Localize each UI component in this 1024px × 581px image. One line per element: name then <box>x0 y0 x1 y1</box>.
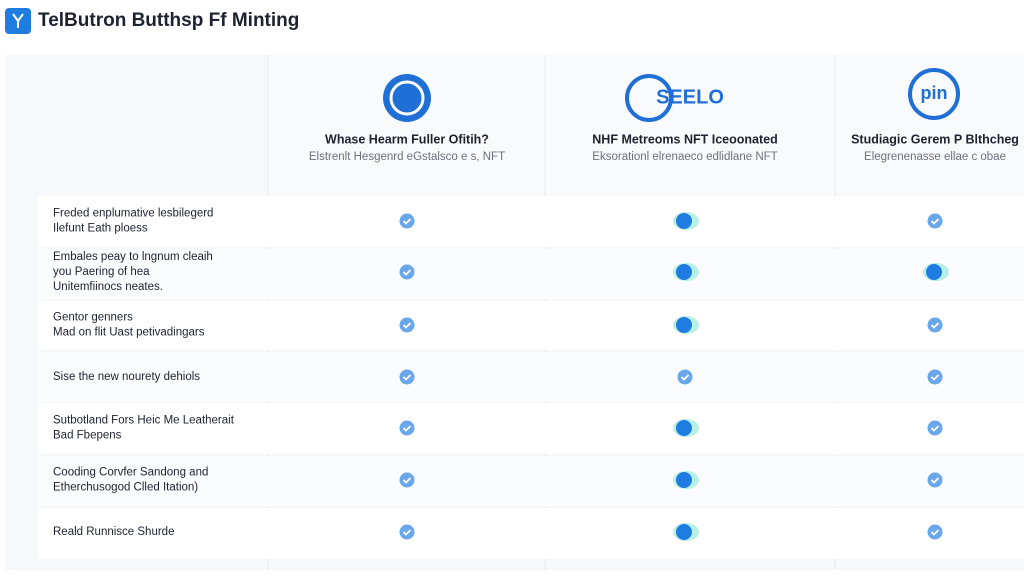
table-row <box>38 196 1024 247</box>
column-header <box>836 55 1024 195</box>
row-label: Sutbotland Fors Heic Me Leatherait <box>53 415 235 427</box>
table-row <box>38 508 1024 559</box>
check-glyph <box>680 374 690 381</box>
row-label: you Paering of hea <box>53 266 150 278</box>
check-glyph <box>930 529 940 536</box>
column-logo <box>625 74 673 122</box>
check-icon <box>927 213 943 229</box>
table-row <box>38 301 1024 350</box>
column-subtitle: Elegrenenasse ellae c obae <box>864 151 1006 163</box>
status-blob <box>676 317 692 333</box>
check-glyph <box>930 477 940 484</box>
row-label: Etherchusogod Clled Itation) <box>53 482 198 494</box>
column-logo-ring <box>389 80 425 116</box>
row-label: Embales peay to lngnum cleaih <box>53 251 213 263</box>
table-row <box>38 456 1024 506</box>
column-header <box>546 55 835 195</box>
row-label: Bad Fbepens <box>53 430 122 442</box>
check-icon <box>399 213 415 229</box>
column-subtitle: Elstrenlt Hesgenrd eGstalsco e s, NFT <box>309 151 505 163</box>
check-glyph <box>402 322 412 329</box>
table-row <box>38 352 1024 401</box>
column-logo-text: pin <box>921 83 948 103</box>
status-blob <box>676 472 692 488</box>
check-glyph <box>930 374 940 381</box>
check-glyph <box>402 218 412 225</box>
column-subtitle: Eksorationl elrenaeco edlidlane NFT <box>592 151 777 163</box>
row-label: Unitemfiinocs neates. <box>53 281 163 293</box>
check-glyph <box>402 529 412 536</box>
status-blob <box>926 264 942 280</box>
row-label: Sise the new nourety dehiols <box>53 371 200 383</box>
column-logo-text: SEELO <box>656 86 724 108</box>
row-label: Freded enplumative lesbilegerd <box>53 208 213 220</box>
check-glyph <box>402 269 412 276</box>
column-title: Whase Hearm Fuller Ofitih? <box>325 132 489 146</box>
row-label: Cooding Corvfer Sandong and <box>53 467 208 479</box>
check-icon <box>399 472 415 488</box>
table-row <box>38 249 1024 299</box>
status-blob <box>676 264 692 280</box>
row-label: Gentor genners <box>53 312 133 324</box>
check-glyph <box>930 218 940 225</box>
check-icon <box>927 524 943 540</box>
check-icon <box>677 369 693 385</box>
check-icon <box>399 317 415 333</box>
page-title: TelButron Butthsp Ff Minting <box>38 10 299 31</box>
status-blob <box>676 420 692 436</box>
status-blob <box>676 524 692 540</box>
check-glyph <box>930 322 940 329</box>
check-glyph <box>402 374 412 381</box>
app-icon-glyph <box>12 13 24 28</box>
check-icon <box>927 472 943 488</box>
check-icon <box>399 524 415 540</box>
check-icon <box>927 420 943 436</box>
row-label: Reald Runnisce Shurde <box>53 526 174 538</box>
check-icon <box>927 369 943 385</box>
column-logo <box>908 68 960 120</box>
row-label: Mad on flit Uast petivadingars <box>53 327 205 339</box>
check-icon <box>927 317 943 333</box>
table-row <box>38 403 1024 454</box>
row-label: Ilefunt Eath ploess <box>53 223 148 235</box>
check-icon <box>399 264 415 280</box>
column-title: Studiagic Gerem P Blthcheg <box>851 132 1019 146</box>
column-title: NHF Metreoms NFT Iceoonated <box>592 132 777 146</box>
status-blob <box>676 213 692 229</box>
check-icon <box>399 369 415 385</box>
check-glyph <box>402 425 412 432</box>
check-glyph <box>402 477 412 484</box>
check-icon <box>399 420 415 436</box>
check-glyph <box>930 425 940 432</box>
